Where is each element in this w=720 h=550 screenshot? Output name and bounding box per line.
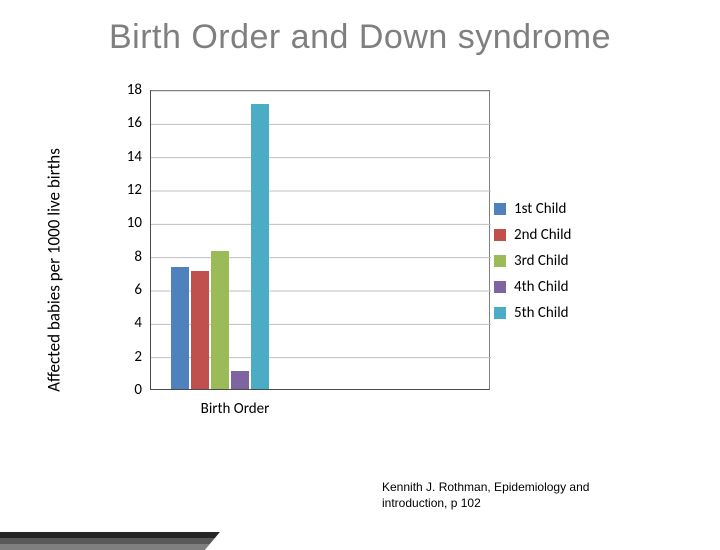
legend-item: 3rd Child: [494, 252, 624, 270]
chart-container: 024681012141618 Birth Order 1st Child2nd…: [110, 90, 640, 442]
decor-stripe: [0, 538, 215, 544]
legend-swatch: [494, 281, 506, 293]
y-tick-label: 12: [127, 181, 142, 199]
legend-item: 5th Child: [494, 304, 624, 322]
legend-swatch: [494, 203, 506, 215]
y-tick-label: 0: [134, 381, 142, 399]
y-tick-label: 6: [134, 281, 142, 299]
bar-4th-child: [231, 371, 249, 389]
legend-swatch: [494, 229, 506, 241]
citation: Kennith J. Rothman, Epidemiology and int…: [382, 480, 589, 511]
legend-label: 2nd Child: [514, 226, 571, 244]
y-tick-label: 18: [127, 81, 142, 99]
legend-swatch: [494, 255, 506, 267]
legend-swatch: [494, 307, 506, 319]
y-tick-label: 10: [127, 214, 142, 232]
legend-label: 5th Child: [514, 304, 569, 322]
y-tick-label: 14: [127, 148, 142, 166]
page-title: Birth Order and Down syndrome: [0, 0, 720, 67]
bar-2nd-child: [191, 271, 209, 389]
legend-item: 4th Child: [494, 278, 624, 296]
legend-item: 2nd Child: [494, 226, 624, 244]
y-axis-label: Affected babies per 1000 live births: [44, 148, 65, 392]
citation-line-2: introduction, p 102: [382, 496, 481, 510]
bar-1st-child: [171, 267, 189, 389]
x-axis-label: Birth Order: [150, 400, 320, 418]
bar-5th-child: [251, 104, 269, 389]
legend: 1st Child 2nd Child 3rd Child 4th Child 5th …: [494, 200, 624, 330]
decor-stripe: [0, 544, 210, 550]
title-text: Birth Order and Down syndrome: [109, 18, 611, 56]
y-ticks: 024681012141618: [110, 90, 146, 390]
decor-stripe: [0, 532, 220, 538]
y-tick-label: 16: [127, 114, 142, 132]
y-tick-label: 8: [134, 248, 142, 266]
citation-line-1: Kennith J. Rothman, Epidemiology and: [382, 480, 589, 494]
bar-3rd-child: [211, 251, 229, 389]
plot-area: [150, 90, 490, 390]
y-tick-label: 2: [134, 348, 142, 366]
legend-label: 1st Child: [514, 200, 566, 218]
corner-decoration: [0, 490, 255, 550]
legend-label: 3rd Child: [514, 252, 569, 270]
legend-label: 4th Child: [514, 278, 569, 296]
legend-item: 1st Child: [494, 200, 624, 218]
y-tick-label: 4: [134, 314, 142, 332]
